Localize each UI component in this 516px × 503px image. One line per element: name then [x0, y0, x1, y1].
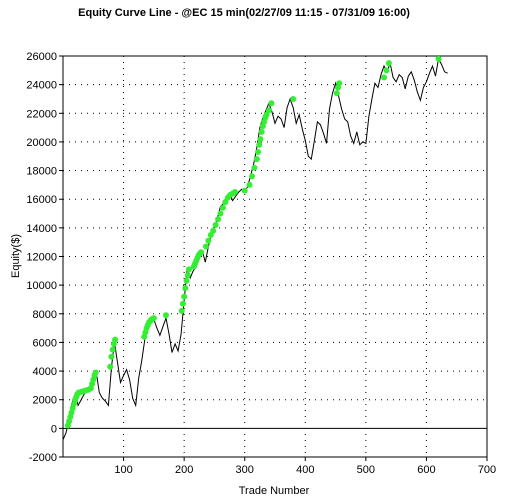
y-tick-label: 26000 — [26, 51, 57, 63]
y-tick-label: 22000 — [26, 108, 57, 120]
new-high-marker — [210, 227, 217, 234]
x-tick-label: 400 — [296, 464, 314, 476]
x-tick-label: 500 — [357, 464, 375, 476]
new-high-marker — [232, 189, 239, 196]
y-tick-label: 24000 — [26, 80, 57, 92]
new-high-marker — [268, 100, 275, 107]
y-tick-label: 0 — [51, 423, 57, 435]
x-tick-label: 100 — [114, 464, 132, 476]
new-high-marker — [248, 173, 255, 180]
x-axis-label: Trade Number — [239, 485, 310, 497]
new-high-marker — [112, 336, 119, 343]
new-high-marker — [255, 148, 262, 155]
new-high-marker — [205, 237, 212, 244]
new-high-marker — [212, 221, 219, 228]
new-high-marker — [182, 285, 189, 292]
y-tick-label: 10000 — [26, 280, 57, 292]
new-high-marker — [178, 307, 185, 314]
new-high-marker — [241, 187, 248, 194]
new-high-marker — [92, 369, 99, 376]
new-high-marker — [336, 80, 343, 87]
new-high-marker — [215, 216, 222, 223]
new-high-marker — [253, 156, 260, 163]
new-high-marker — [183, 277, 190, 284]
new-high-marker — [107, 363, 114, 370]
new-high-marker — [185, 266, 192, 273]
equity-line — [62, 57, 448, 440]
new-high-marker — [381, 74, 388, 81]
x-tick-label: 200 — [175, 464, 193, 476]
new-high-marker — [256, 141, 263, 148]
new-high-marker — [290, 95, 297, 102]
x-tick-label: 600 — [417, 464, 435, 476]
x-axis: 100 200 300 400 500 600 700 — [114, 457, 496, 476]
new-high-marker — [109, 346, 116, 353]
new-high-marker — [202, 243, 209, 250]
new-high-marker — [265, 107, 272, 114]
new-high-marker — [181, 293, 188, 300]
new-high-marker — [246, 181, 253, 188]
new-high-marker — [108, 353, 115, 360]
equity-series — [62, 57, 448, 440]
x-tick-label: 300 — [236, 464, 254, 476]
y-tick-label: 16000 — [26, 194, 57, 206]
new-high-marker — [217, 210, 224, 217]
new-high-marker — [198, 249, 205, 256]
y-axis-label: Equity($) — [10, 234, 22, 278]
y-tick-label: 14000 — [26, 223, 57, 235]
x-tick-label: 700 — [478, 464, 496, 476]
new-high-marker — [162, 312, 169, 319]
y-tick-label: 4000 — [33, 366, 57, 378]
y-axis: -2000 0 2000 4000 6000 8000 10000 12000 14000 160… — [26, 51, 63, 464]
y-tick-label: 8000 — [33, 309, 57, 321]
chart-title: Equity Curve Line - @EC 15 min(02/27/09 … — [78, 7, 410, 19]
new-high-marker — [258, 128, 265, 135]
y-tick-label: 6000 — [33, 337, 57, 349]
new-high-marker — [383, 67, 390, 74]
new-high-marker — [179, 300, 186, 307]
new-high-marker — [150, 315, 157, 322]
new-high-markers — [64, 55, 442, 429]
y-tick-label: 12000 — [26, 252, 57, 264]
new-high-marker — [385, 60, 392, 67]
y-tick-label: 20000 — [26, 137, 57, 149]
new-high-marker — [219, 204, 226, 211]
new-high-marker — [184, 272, 191, 279]
grid-lines — [63, 56, 487, 457]
y-tick-label: 2000 — [33, 395, 57, 407]
y-tick-label: -2000 — [29, 452, 57, 464]
new-high-marker — [435, 55, 442, 62]
new-high-marker — [251, 164, 258, 171]
y-tick-label: 18000 — [26, 166, 57, 178]
new-high-marker — [333, 90, 340, 97]
new-high-marker — [257, 136, 264, 143]
